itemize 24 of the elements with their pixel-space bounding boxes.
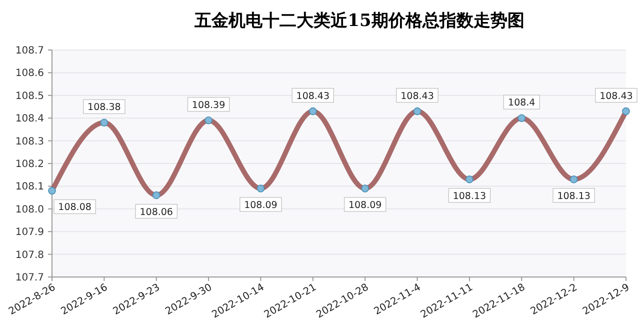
data-label: 108.39	[192, 100, 226, 111]
y-tick-label: 108.3	[15, 136, 44, 148]
y-tick-label: 108.7	[15, 46, 44, 56]
y-tick-label: 108.0	[15, 204, 44, 216]
data-label: 108.4	[508, 98, 536, 109]
y-tick-label: 108.1	[15, 182, 44, 193]
y-tick-label: 107.7	[15, 272, 44, 284]
data-label: 108.43	[400, 90, 434, 102]
data-label: 108.06	[140, 206, 173, 218]
data-label: 108.43	[600, 90, 633, 102]
y-tick-label: 108.4	[15, 114, 44, 125]
data-label: 108.38	[88, 102, 121, 114]
data-label: 108.13	[557, 190, 590, 202]
y-tick-label: 107.8	[15, 250, 44, 261]
data-label: 108.43	[296, 90, 330, 102]
y-tick-label: 108.5	[15, 90, 44, 102]
chart-title: 五金机电十二大类近15期价格总指数走势图	[194, 11, 524, 31]
data-label: 108.08	[58, 202, 92, 214]
y-tick-label: 108.6	[15, 68, 44, 80]
data-label: 108.13	[452, 190, 486, 202]
y-tick-label: 108.2	[15, 159, 44, 170]
y-tick-label: 107.9	[15, 227, 44, 238]
data-label: 108.09	[348, 200, 382, 211]
data-label: 108.09	[244, 200, 278, 211]
